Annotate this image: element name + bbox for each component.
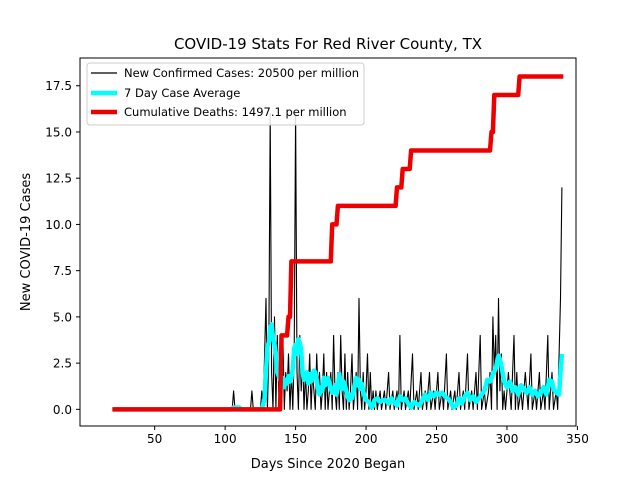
y-tick-label: 10.0 <box>45 218 72 232</box>
y-tick-label: 17.5 <box>45 79 72 93</box>
x-tick-label: 200 <box>355 432 378 446</box>
x-axis-ticks: 50 100 150 200 250 300 350 <box>147 426 589 446</box>
legend-box <box>86 62 365 126</box>
legend-label-cumulative-deaths: Cumulative Deaths: 1497.1 per million <box>124 105 347 119</box>
y-tick-label: 12.5 <box>45 172 72 186</box>
y-tick-label: 2.5 <box>53 357 72 371</box>
axes-frame <box>79 57 577 427</box>
y-tick-label: 5.0 <box>53 310 72 324</box>
y-tick-label: 15.0 <box>45 125 72 139</box>
x-tick-label: 50 <box>147 432 162 446</box>
x-tick-label: 350 <box>566 432 589 446</box>
y-tick-label: 7.5 <box>53 264 72 278</box>
series-line-7-day-average <box>112 322 565 412</box>
legend: New Confirmed Cases: 20500 per million 7… <box>86 62 365 126</box>
x-tick-label: 250 <box>425 432 448 446</box>
y-axis-label: New COVID-19 Cases <box>19 173 34 311</box>
chart-title: COVID-19 Stats For Red River County, TX <box>174 35 482 53</box>
x-tick-label: 300 <box>496 432 519 446</box>
plot-lines <box>112 74 565 412</box>
series-line-cumulative-deaths <box>112 74 564 412</box>
x-tick-label: 150 <box>284 432 307 446</box>
x-axis-label: Days Since 2020 Began <box>251 457 406 472</box>
y-tick-label: 0.0 <box>53 403 72 417</box>
legend-label-7-day-average: 7 Day Case Average <box>124 86 240 100</box>
x-tick-label: 100 <box>214 432 237 446</box>
legend-label-new-cases: New Confirmed Cases: 20500 per million <box>124 66 359 80</box>
y-axis-ticks: 0.0 2.5 5.0 7.5 10.0 12.5 15.0 17.5 <box>45 79 80 417</box>
